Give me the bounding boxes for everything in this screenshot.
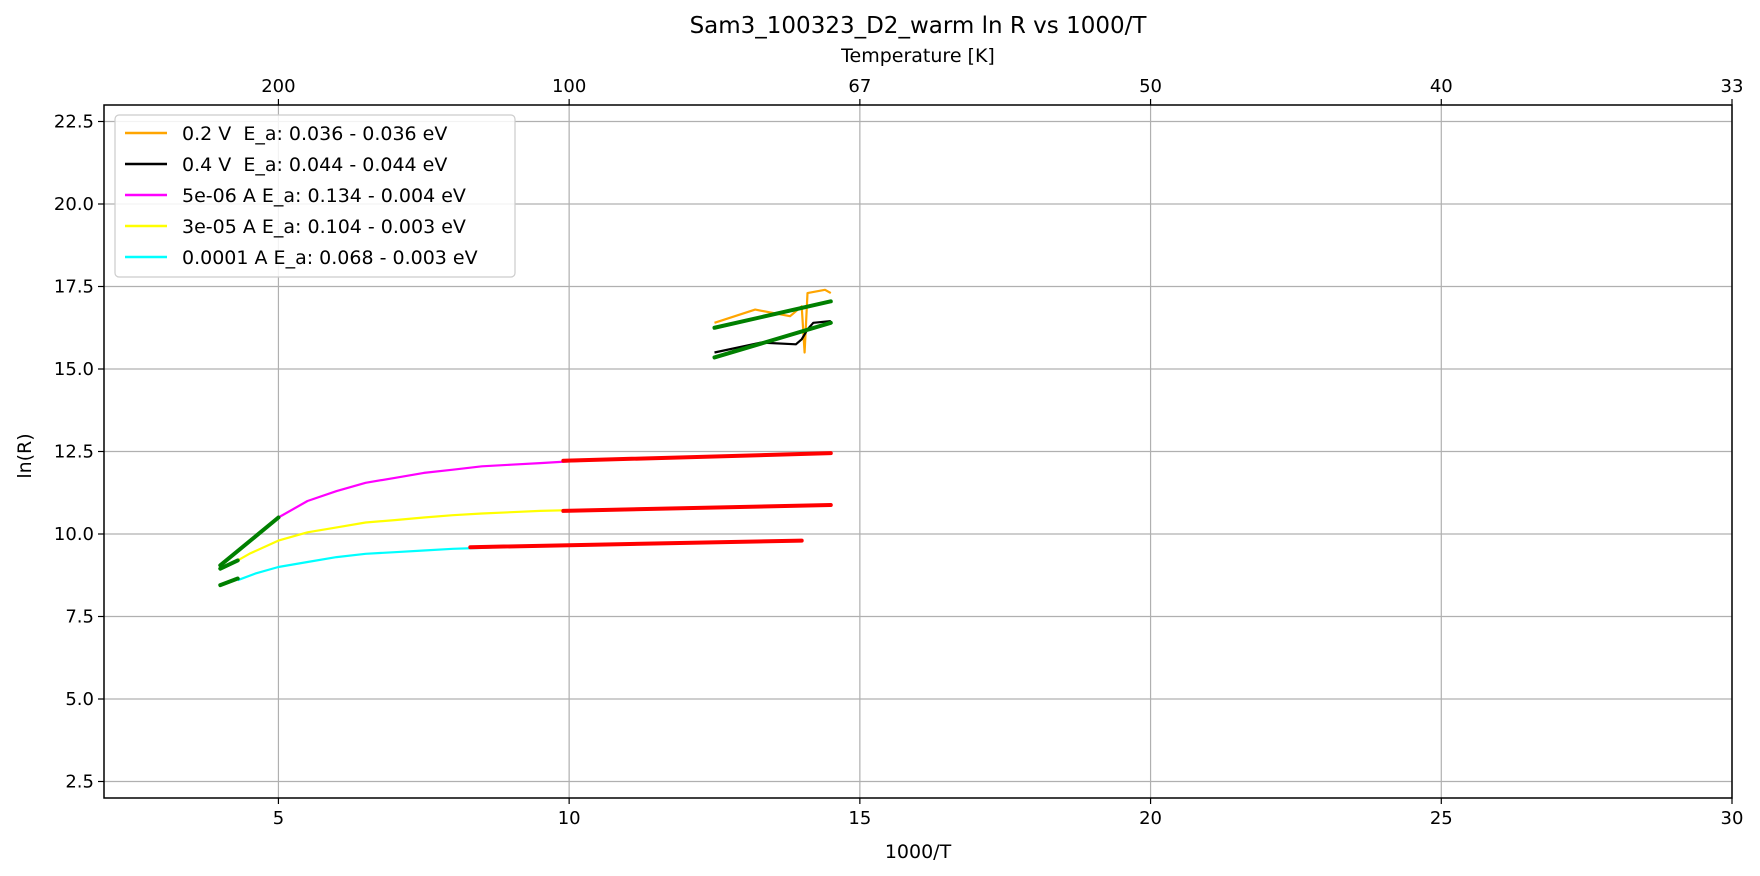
y-tick-label: 15.0 — [54, 359, 94, 380]
legend-label: 0.4 V E_a: 0.044 - 0.044 eV — [182, 154, 447, 176]
fit-line-1 — [712, 299, 833, 330]
top-tick-label: 100 — [552, 76, 586, 97]
x-tick-label: 5 — [273, 808, 284, 829]
ticks: 5 10 15 20 25 30 200 100 67 50 40 33 2.5 5.0 7.5 10.0 12… — [54, 76, 1744, 829]
y-axis-title: ln(R) — [14, 433, 36, 478]
legend: 0.2 V E_a: 0.036 - 0.036 eV 0.4 V E_a: 0.… — [114, 114, 516, 278]
legend-label: 0.0001 A E_a: 0.068 - 0.003 eV — [182, 247, 478, 269]
top-tick-label: 40 — [1430, 76, 1453, 97]
x-tick-label: 20 — [1139, 808, 1162, 829]
fit-line-4 — [218, 558, 240, 571]
top-tick-label: 50 — [1139, 76, 1162, 97]
chart-title: Sam3_100323_D2_warm ln R vs 1000/T — [690, 13, 1148, 39]
x-tick-label: 25 — [1430, 808, 1453, 829]
fit-line-3 — [218, 515, 281, 568]
y-tick-label: 2.5 — [65, 772, 94, 793]
legend-label: 0.2 V E_a: 0.036 - 0.036 eV — [182, 123, 447, 145]
y-tick-label: 7.5 — [65, 607, 94, 628]
x-tick-label: 10 — [558, 808, 581, 829]
legend-label: 3e-05 A E_a: 0.104 - 0.003 eV — [182, 216, 466, 238]
x-tick-label: 15 — [848, 808, 871, 829]
legend-box — [114, 114, 516, 278]
x-tick-label: 30 — [1721, 808, 1744, 829]
top-axis-title: Temperature [K] — [840, 45, 995, 67]
x-axis-title: 1000/T — [885, 841, 952, 863]
fit-line-7 — [561, 502, 833, 513]
fit-line-5 — [218, 576, 240, 588]
y-tick-label: 12.5 — [54, 442, 94, 463]
y-tick-label: 10.0 — [54, 524, 94, 545]
y-tick-label: 22.5 — [54, 112, 94, 133]
top-tick-label: 33 — [1721, 76, 1744, 97]
legend-label: 5e-06 A E_a: 0.134 - 0.004 eV — [182, 185, 466, 207]
fit-lines-layer — [218, 299, 833, 588]
grid — [104, 105, 1733, 798]
top-tick-label: 200 — [261, 76, 295, 97]
fit-line-6 — [561, 451, 833, 463]
y-tick-label: 20.0 — [54, 194, 94, 215]
y-tick-label: 5.0 — [65, 689, 94, 710]
fit-line-8 — [468, 538, 804, 550]
top-tick-label: 67 — [848, 76, 871, 97]
y-tick-label: 17.5 — [54, 277, 94, 298]
fit-line-2 — [712, 320, 833, 360]
